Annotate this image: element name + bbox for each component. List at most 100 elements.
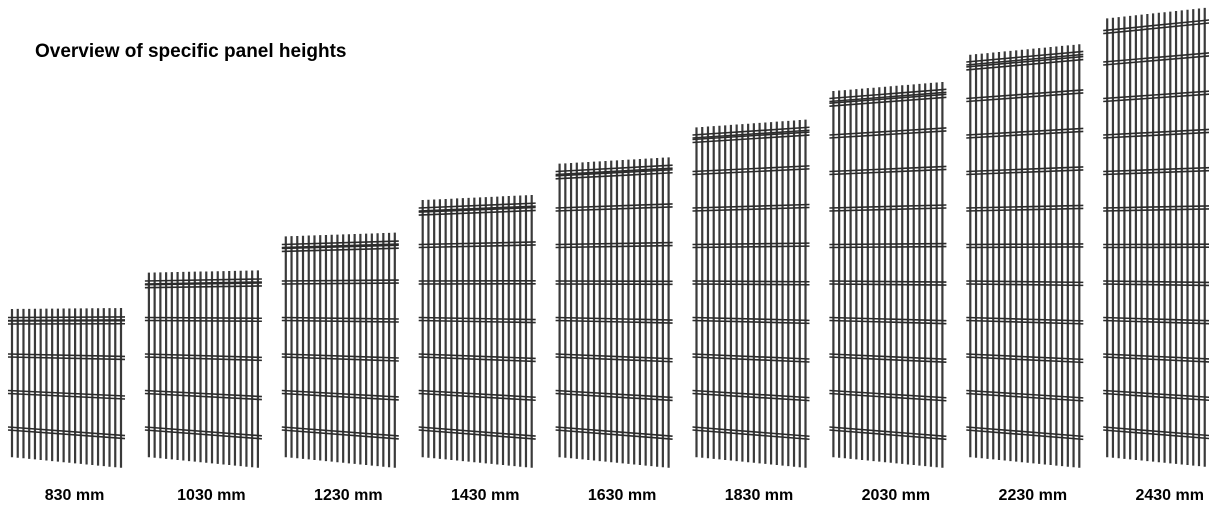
title: Overview of specific panel heights — [35, 41, 347, 62]
rail — [555, 319, 673, 324]
rail — [829, 319, 947, 325]
rail — [1103, 316, 1209, 322]
rail — [829, 88, 947, 100]
fence-panel: 1030 mm — [144, 270, 262, 504]
rail — [692, 245, 810, 249]
rail — [281, 240, 399, 246]
rail — [966, 389, 1084, 399]
rail — [829, 127, 947, 136]
rail — [692, 165, 810, 173]
rail — [281, 282, 399, 285]
fence-panel: 2230 mm — [966, 44, 1084, 504]
rail — [418, 206, 536, 213]
rail — [966, 58, 1084, 71]
panel-label: 1030 mm — [177, 487, 246, 504]
rail — [144, 316, 262, 319]
rail — [1103, 356, 1209, 363]
rail — [555, 353, 673, 360]
rail — [1103, 283, 1209, 287]
rail — [1103, 128, 1209, 136]
rail — [1103, 280, 1209, 284]
rail — [144, 429, 262, 440]
fence-panel: 1830 mm — [692, 119, 810, 504]
rail — [829, 426, 947, 438]
fence-panel: 1630 mm — [555, 157, 673, 504]
rail — [1103, 392, 1209, 402]
rail — [144, 319, 262, 322]
rail — [1103, 55, 1209, 66]
panels: 830 mm 1030 mm 1230 mm 1430 mm 1630 mm 1830 m… — [7, 7, 1209, 504]
rail — [418, 244, 536, 249]
rail — [555, 389, 673, 399]
rail — [555, 392, 673, 402]
rail — [1103, 90, 1209, 100]
rail — [829, 392, 947, 402]
panel-label: 1630 mm — [588, 487, 657, 504]
rail — [1103, 52, 1209, 63]
rail — [829, 96, 947, 107]
rail — [692, 426, 810, 438]
rail — [692, 168, 810, 176]
rail — [966, 207, 1084, 212]
rail — [966, 204, 1084, 209]
rail — [692, 206, 810, 212]
rail — [692, 429, 810, 441]
rail — [555, 206, 673, 212]
rail — [829, 353, 947, 361]
rail — [966, 316, 1084, 322]
rail — [281, 426, 399, 437]
rail — [418, 319, 536, 324]
rail — [555, 203, 673, 209]
rail — [7, 389, 126, 397]
rail — [144, 285, 262, 289]
rail — [418, 316, 536, 321]
rail — [281, 353, 399, 359]
rail — [1103, 426, 1209, 437]
rail — [966, 169, 1084, 176]
rail — [281, 356, 399, 362]
rail — [829, 429, 947, 441]
rail — [966, 392, 1084, 402]
rail — [418, 209, 536, 216]
rail — [829, 316, 947, 322]
rail — [281, 247, 399, 253]
rail — [418, 353, 536, 360]
panel-label: 1430 mm — [451, 487, 520, 504]
rail — [555, 356, 673, 363]
rail — [1103, 131, 1209, 139]
rail — [1103, 429, 1209, 440]
rail — [7, 356, 126, 361]
rail — [7, 392, 126, 400]
rail — [829, 242, 947, 246]
rail — [966, 283, 1084, 287]
rail — [7, 429, 126, 440]
rail — [1103, 22, 1209, 35]
fence-panel: 1230 mm — [281, 232, 399, 504]
rail — [144, 353, 262, 359]
rail — [144, 282, 262, 286]
rail — [692, 389, 810, 399]
rail — [966, 246, 1084, 249]
rail — [1103, 169, 1209, 176]
rail — [555, 241, 673, 246]
rail — [281, 319, 399, 323]
rail — [692, 356, 810, 363]
rail — [418, 241, 536, 246]
rail — [829, 283, 947, 286]
rail — [966, 92, 1084, 103]
rail — [692, 129, 810, 139]
fence-panel: 2430 mm — [1103, 7, 1209, 504]
rail — [829, 245, 947, 249]
panel-label: 1830 mm — [725, 487, 794, 504]
rail — [829, 168, 947, 176]
rail — [829, 389, 947, 399]
rail — [692, 392, 810, 402]
rail — [555, 426, 673, 437]
rail — [418, 392, 536, 402]
rail — [281, 244, 399, 250]
panel-label: 830 mm — [45, 487, 105, 504]
rail — [418, 356, 536, 363]
rail — [555, 429, 673, 440]
rail — [555, 164, 673, 173]
